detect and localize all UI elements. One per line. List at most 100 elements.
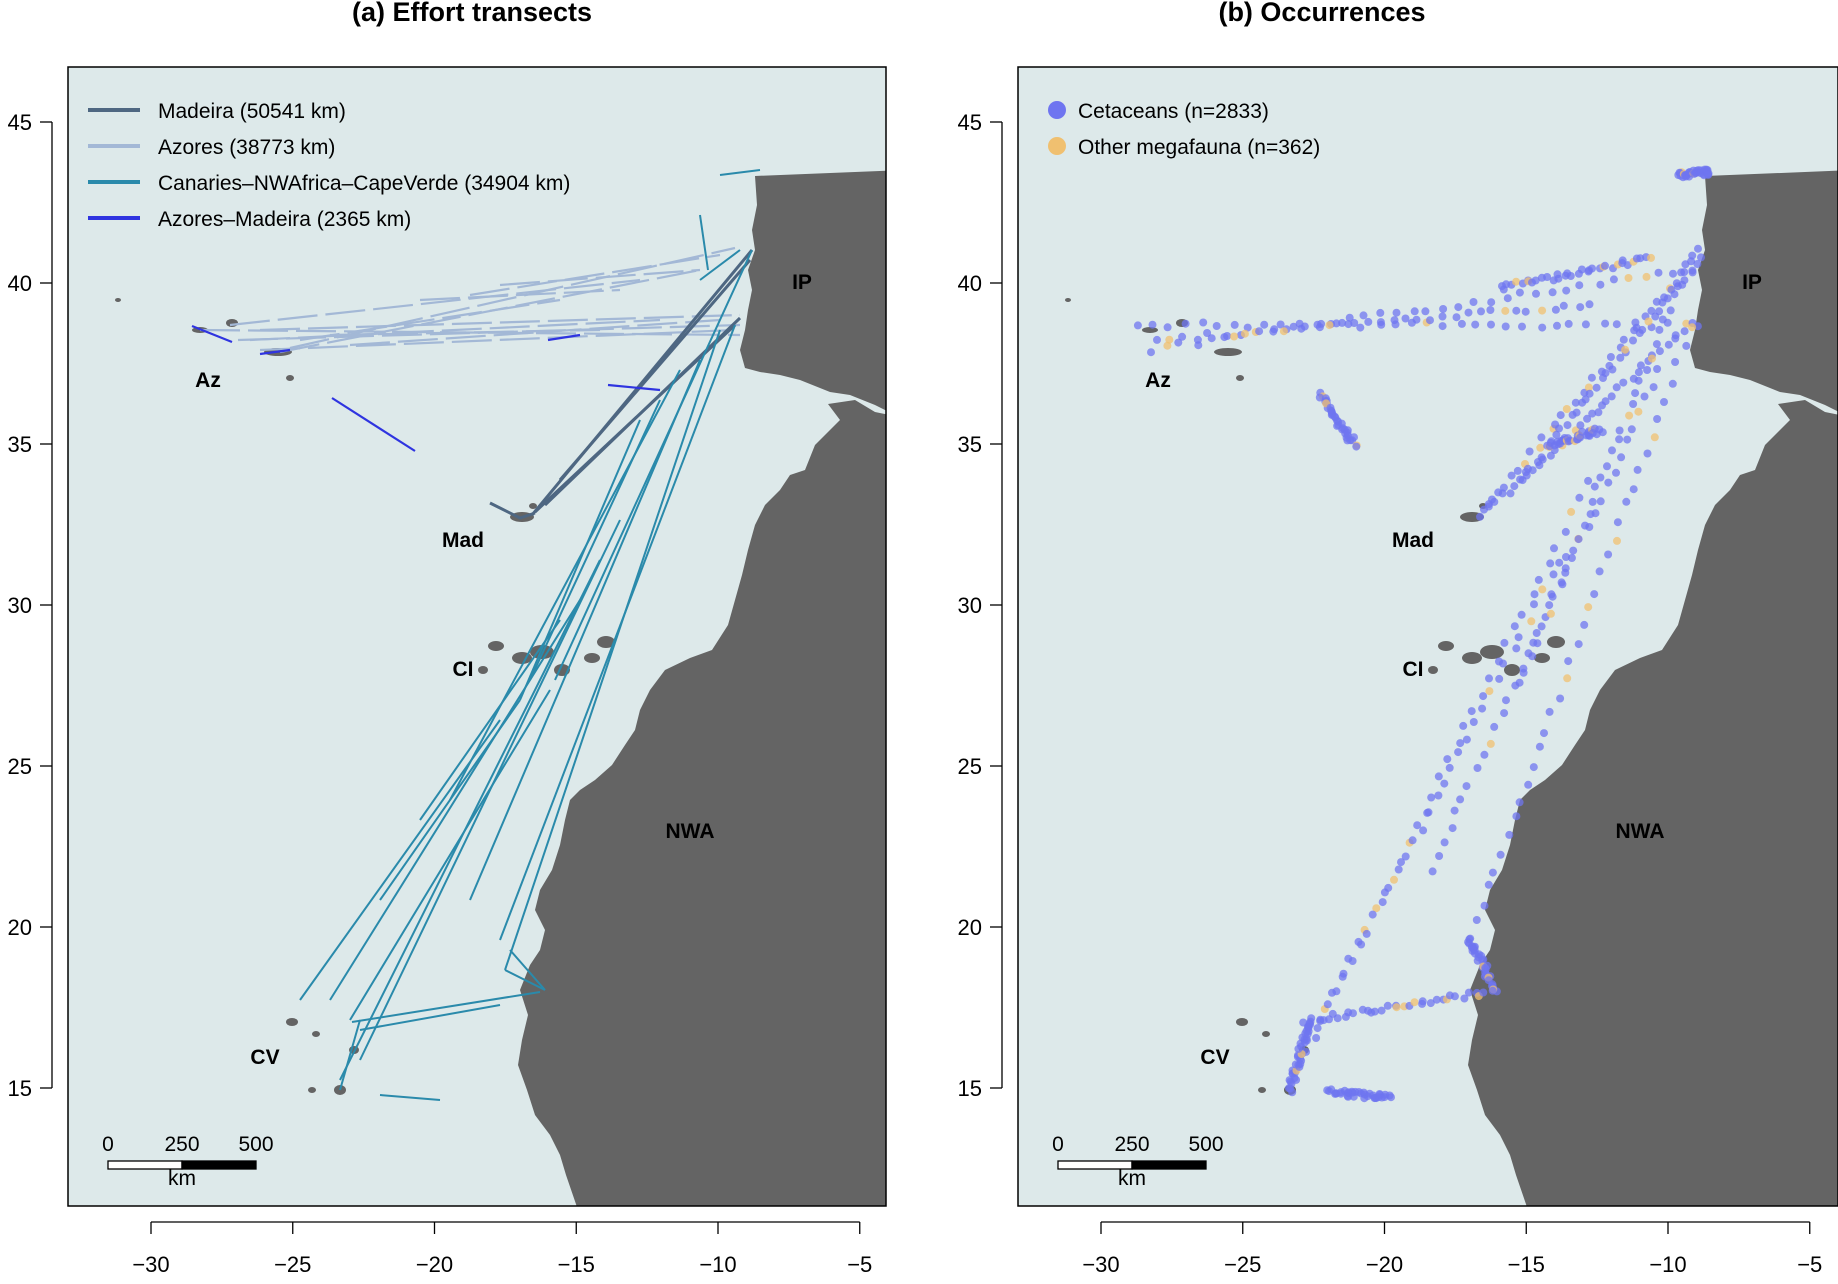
point-cetacean (1276, 320, 1285, 329)
point-cetacean (1688, 268, 1697, 277)
point-cetacean (1199, 318, 1208, 327)
point-cetacean (1553, 270, 1562, 279)
point-cetacean (1618, 256, 1627, 265)
point-cetacean (1561, 564, 1570, 573)
scale-bar-black (1131, 1160, 1207, 1170)
y-tick-label: 40 (958, 271, 982, 296)
point-cetacean (1576, 421, 1585, 430)
point-cetacean (1255, 327, 1264, 336)
scale-label: 500 (238, 1133, 273, 1156)
point-cetacean (1495, 674, 1504, 683)
point-cetacean (1596, 473, 1605, 482)
point-cetacean (1445, 763, 1454, 772)
scale-label: 250 (1114, 1133, 1149, 1156)
transect-azores (289, 246, 736, 350)
point-cetacean (1424, 808, 1433, 817)
point-cetacean (1464, 988, 1473, 997)
point-cetacean (1292, 1075, 1301, 1084)
x-tick-label: −20 (1366, 1252, 1403, 1277)
point-cetacean (1510, 482, 1519, 491)
point-cetacean (1512, 812, 1521, 821)
point-cetacean (1512, 644, 1521, 653)
point-cetacean (1502, 696, 1510, 705)
transect-canaries (359, 1004, 501, 1031)
point-cetacean (1427, 793, 1436, 802)
point-cetacean (1412, 315, 1421, 324)
point-cetacean (1588, 264, 1596, 273)
y-tick-label: 35 (958, 432, 982, 457)
point-cetacean (1505, 830, 1514, 839)
point-cetacean (1506, 489, 1515, 498)
point-cetacean (1514, 633, 1523, 642)
point-cetacean (1537, 433, 1546, 442)
point-cetacean (1548, 288, 1557, 297)
place-label-mad: Mad (1392, 529, 1434, 552)
point-cetacean (1376, 318, 1385, 327)
point-cetacean (1592, 383, 1601, 392)
point-cetacean (1596, 280, 1605, 289)
x-tick-label: −30 (1082, 1252, 1119, 1277)
point-cetacean (1413, 821, 1422, 830)
panel-b-occurrences (1133, 165, 1713, 1103)
transect-canaries (339, 559, 601, 1081)
point-cetacean (1584, 476, 1593, 485)
point-cetacean (1606, 353, 1615, 361)
point-other-megafauna (1613, 536, 1621, 545)
point-cetacean (1521, 307, 1530, 316)
point-cetacean (1566, 272, 1575, 280)
point-cetacean (1530, 600, 1538, 609)
point-cetacean (1438, 322, 1447, 331)
point-cetacean (1546, 451, 1555, 460)
point-cetacean (1438, 312, 1447, 321)
point-cetacean (1552, 430, 1561, 439)
point-cetacean (1604, 478, 1613, 487)
point-cetacean (1306, 1020, 1315, 1029)
point-cetacean (1595, 567, 1604, 576)
legends: Madeira (50541 km) Azores (38773 km) Canar… (88, 100, 1320, 231)
point-cetacean (1501, 322, 1510, 331)
point-cetacean (1652, 340, 1661, 349)
point-cetacean (1548, 592, 1557, 601)
x-tick-label: −15 (1508, 1252, 1545, 1277)
point-cetacean (1613, 518, 1622, 527)
point-other-megafauna (1165, 335, 1174, 344)
scale-label: 0 (102, 1133, 114, 1156)
transect-azores (229, 278, 641, 327)
x-tick-label: −30 (132, 1252, 169, 1277)
transect-canaries (379, 699, 521, 901)
point-cetacean (1315, 323, 1324, 332)
point-cetacean (1567, 554, 1576, 562)
point-other-megafauna (1279, 327, 1288, 336)
point-cetacean (1583, 414, 1592, 423)
point-cetacean (1418, 997, 1427, 1006)
point-cetacean (1181, 319, 1190, 328)
point-cetacean (1612, 383, 1621, 392)
point-cetacean (1553, 321, 1561, 330)
point-cetacean (1484, 976, 1493, 985)
point-other-megafauna (1563, 674, 1572, 683)
point-cetacean (1530, 590, 1539, 599)
scale-unit: km (1118, 1167, 1146, 1190)
panel-a-frame (67, 66, 887, 1207)
point-cetacean (1655, 325, 1664, 334)
point-cetacean (1432, 995, 1441, 1004)
point-cetacean (1601, 369, 1610, 378)
point-cetacean (1480, 505, 1488, 514)
point-cetacean (1364, 317, 1373, 326)
point-other-megafauna (1392, 1003, 1401, 1012)
point-cetacean (1562, 286, 1571, 295)
point-cetacean (1260, 320, 1269, 329)
transect-azores-madeira (331, 397, 416, 452)
point-cetacean (1558, 580, 1567, 589)
point-cetacean (1289, 322, 1298, 331)
point-cetacean (1370, 1007, 1379, 1016)
place-label-cv: CV (250, 1046, 279, 1069)
point-cetacean (1207, 334, 1216, 343)
point-other-megafauna (1650, 433, 1659, 442)
point-cetacean (1408, 836, 1417, 845)
transect-canaries (699, 214, 709, 271)
scale-bar-black (181, 1160, 257, 1170)
point-cetacean (1647, 306, 1656, 315)
point-cetacean (1519, 668, 1528, 677)
point-cetacean (1362, 929, 1371, 938)
